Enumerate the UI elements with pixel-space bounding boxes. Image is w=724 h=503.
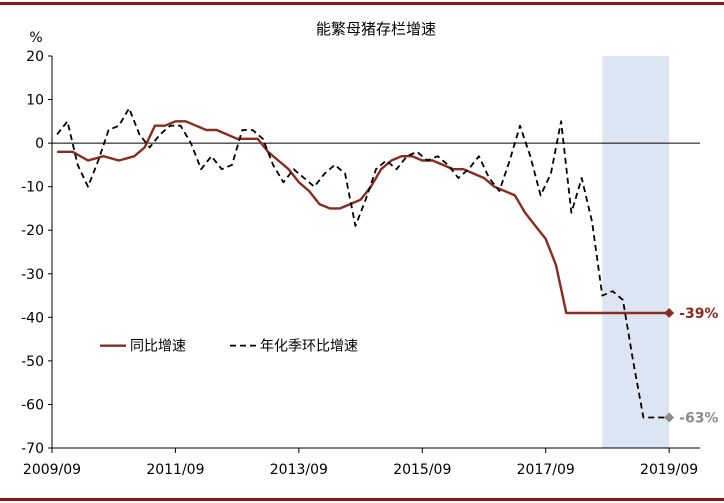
y-axis-label: %: [29, 30, 42, 46]
top-rule: [0, 2, 724, 5]
bottom-rule: [0, 498, 724, 501]
legend: 同比增速 年化季环比增速: [100, 339, 358, 355]
x-tick-label: 2009/09: [23, 462, 81, 478]
y-tick-label: -50: [21, 354, 44, 370]
x-tick-label: 2015/09: [393, 462, 451, 478]
series-line-2: [56, 107, 670, 419]
end-label-1: -39%: [679, 306, 718, 322]
y-axis: 20 10 0 -10 -20 -30 -40 -50 -60 -70: [21, 49, 52, 457]
y-tick-label: -10: [21, 180, 44, 196]
y-tick-label: -30: [21, 267, 44, 283]
end-marker-2: [664, 412, 675, 423]
y-tick-label: 0: [35, 136, 44, 152]
x-axis: 2009/09 2011/09 2013/09 2015/09 2017/09 2019/…: [23, 448, 698, 478]
x-tick-label: 2013/09: [270, 462, 328, 478]
y-tick-label: -60: [21, 397, 44, 413]
shaded-region: [602, 56, 670, 448]
series-line-1: [57, 120, 670, 315]
y-tick-label: -40: [21, 310, 44, 326]
y-tick-label: -20: [21, 223, 44, 239]
end-marker-1: [664, 308, 675, 318]
x-tick-label: 2017/09: [517, 462, 575, 478]
x-tick-label: 2019/09: [640, 462, 698, 478]
series-layer: -39% -63%: [56, 107, 718, 427]
y-tick-label: 10: [26, 93, 44, 109]
y-tick-label: -70: [21, 441, 44, 457]
x-tick-label: 2011/09: [146, 462, 204, 478]
legend-label-1: 同比增速: [130, 339, 186, 355]
end-label-2: -63%: [679, 411, 718, 427]
plot-area: [51, 56, 700, 449]
chart-title: 能繁母猪存栏增速: [316, 20, 436, 38]
y-tick-label: 20: [26, 49, 44, 65]
legend-label-2: 年化季环比增速: [260, 339, 358, 355]
